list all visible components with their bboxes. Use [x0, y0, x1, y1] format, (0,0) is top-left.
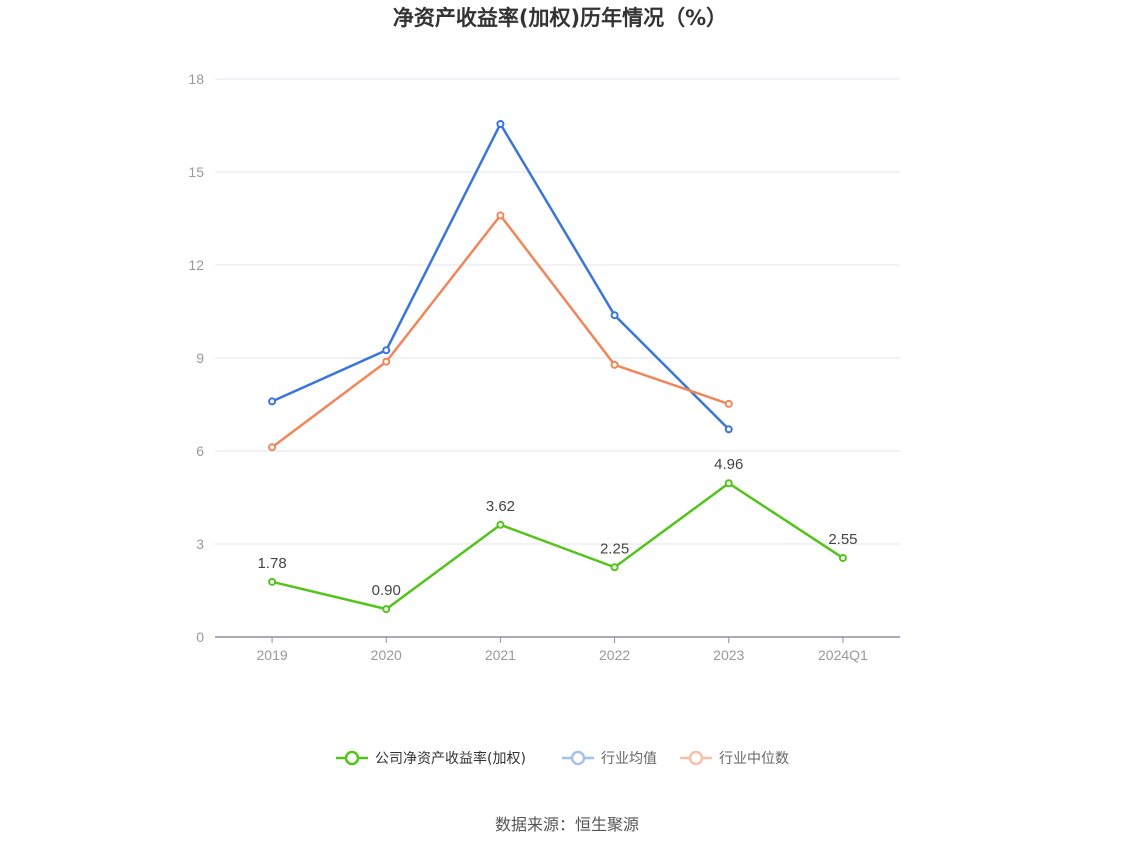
grid	[215, 78, 900, 545]
data-point[interactable]	[610, 311, 619, 320]
data-point[interactable]	[610, 563, 619, 572]
data-point[interactable]	[496, 119, 505, 128]
y-tick-label: 3	[196, 536, 204, 552]
y-tick-label: 9	[196, 350, 204, 366]
series-line	[271, 214, 730, 449]
x-tick-label: 2022	[599, 647, 630, 663]
y-tick-label: 6	[196, 443, 204, 459]
data-point[interactable]	[724, 479, 733, 488]
x-tick-label: 2019	[257, 647, 288, 663]
data-point[interactable]	[838, 553, 847, 562]
y-tick-label: 18	[188, 71, 204, 87]
data-point[interactable]	[268, 577, 277, 586]
series-line	[271, 481, 844, 611]
source-note: 数据来源：恒生聚源	[495, 815, 639, 834]
legend-marker-icon	[570, 750, 586, 766]
data-point[interactable]	[268, 397, 277, 406]
data-label: 2.25	[600, 540, 629, 557]
chart-title: 净资产收益率(加权)历年情况（%）	[393, 6, 727, 30]
data-label: 2.55	[828, 531, 857, 548]
y-tick-label: 15	[188, 164, 204, 180]
legend-label: 公司净资产收益率(加权)	[375, 750, 526, 767]
data-labels: 1.78 0.90 3.62 2.25 4.96 2.55	[257, 456, 857, 599]
legend-item[interactable]: 行业均值	[562, 750, 657, 767]
data-label: 3.62	[486, 498, 515, 515]
x-tick-label: 2021	[485, 647, 516, 663]
y-tick-label: 12	[188, 257, 204, 273]
legend-label: 行业均值	[601, 751, 657, 767]
series-2	[268, 211, 733, 452]
data-label: 4.96	[714, 456, 743, 473]
series-layer	[268, 119, 847, 614]
legend-label: 行业中位数	[719, 751, 789, 767]
x-tick-label: 2023	[713, 647, 744, 663]
data-point[interactable]	[496, 520, 505, 529]
y-tick-label: 0	[196, 629, 204, 645]
legend-marker-icon	[688, 750, 704, 766]
series-0	[268, 479, 847, 614]
data-point[interactable]	[724, 425, 733, 434]
legend: 公司净资产收益率(加权) 行业均值 行业中位数	[336, 750, 789, 767]
data-point[interactable]	[610, 360, 619, 369]
data-label: 0.90	[372, 582, 401, 599]
data-point[interactable]	[382, 346, 391, 355]
legend-marker-icon	[344, 750, 360, 766]
data-point[interactable]	[724, 399, 733, 408]
data-point[interactable]	[496, 211, 505, 220]
data-point[interactable]	[382, 605, 391, 614]
legend-item[interactable]: 行业中位数	[680, 750, 789, 767]
data-point[interactable]	[382, 357, 391, 366]
legend-item[interactable]: 公司净资产收益率(加权)	[336, 750, 526, 767]
series-1	[268, 119, 733, 434]
data-label: 1.78	[257, 555, 286, 572]
x-tick-label: 2020	[371, 647, 402, 663]
axes: 0 3 6 9 12 15 18 2019 2020 2021 2022 2023 2024Q1	[188, 71, 900, 663]
series-line	[271, 122, 730, 431]
data-point[interactable]	[268, 443, 277, 452]
x-tick-label: 2024Q1	[818, 647, 868, 663]
